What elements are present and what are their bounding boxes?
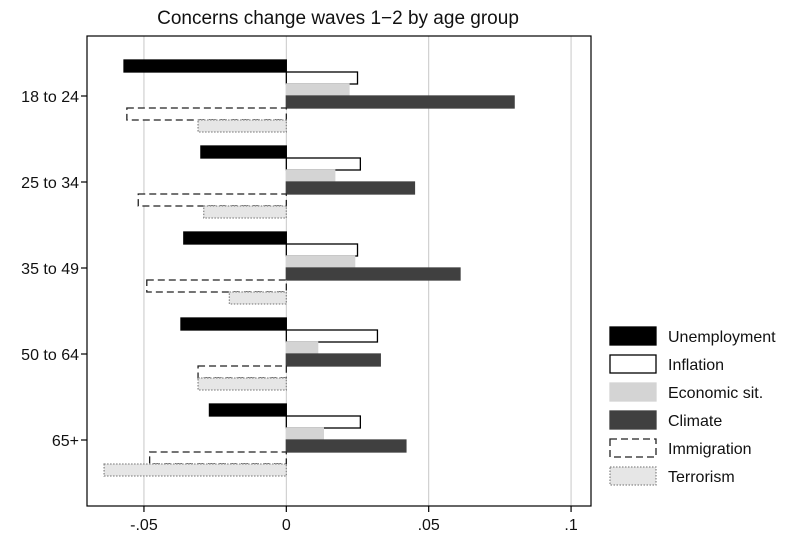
bar-climate — [285, 267, 461, 281]
bar-economic-sit — [285, 341, 319, 355]
bar-terrorism — [103, 463, 287, 477]
bar-unemployment — [180, 317, 287, 331]
x-tick-label: .05 — [418, 517, 440, 534]
legend-label: Unemployment — [668, 329, 776, 346]
bar-economic-sit — [285, 169, 336, 183]
bar-terrorism — [197, 377, 287, 391]
legend-swatch — [609, 354, 657, 374]
legend-label: Terrorism — [668, 469, 735, 486]
bar-group — [123, 59, 515, 133]
plot-frame — [86, 35, 592, 507]
legend-swatch — [609, 466, 657, 486]
bar-terrorism — [197, 119, 287, 133]
bars-layer — [103, 59, 515, 477]
legend-item: Unemployment — [609, 326, 776, 346]
y-tick-label: 50 to 64 — [21, 347, 79, 364]
bar-inflation — [285, 71, 359, 85]
bar-inflation — [285, 243, 359, 257]
legend-item: Climate — [609, 410, 722, 430]
x-axis: -.05 0 .05 .1 — [130, 506, 578, 534]
bar-economic-sit — [285, 427, 324, 441]
x-tick-label: .1 — [564, 517, 577, 534]
legend-swatch — [609, 410, 657, 430]
bar-unemployment — [200, 145, 287, 159]
bar-climate — [285, 353, 381, 367]
legend-swatch — [609, 438, 657, 458]
bar-climate — [285, 181, 416, 195]
bar-climate — [285, 95, 515, 109]
bar-immigration — [148, 451, 287, 465]
y-tick-label: 18 to 24 — [21, 89, 79, 106]
y-tick-label: 65+ — [52, 433, 79, 450]
legend-item: Economic sit. — [609, 382, 763, 402]
legend-swatch — [609, 382, 657, 402]
legend-label: Inflation — [668, 357, 724, 374]
x-tick-label: 0 — [282, 517, 291, 534]
bar-immigration — [126, 107, 287, 121]
legend-label: Climate — [668, 413, 722, 430]
legend-swatch — [609, 326, 657, 346]
bar-group — [137, 145, 416, 219]
bar-terrorism — [228, 291, 287, 305]
bar-terrorism — [203, 205, 287, 219]
bar-unemployment — [208, 403, 287, 417]
y-axis: 18 to 24 25 to 34 35 to 49 50 to 64 65+ — [21, 89, 87, 450]
bar-climate — [285, 439, 407, 453]
bar-unemployment — [183, 231, 287, 245]
x-tick-label: -.05 — [130, 517, 158, 534]
bar-economic-sit — [285, 83, 350, 97]
legend-label: Immigration — [668, 441, 752, 458]
legend-item: Inflation — [609, 354, 724, 374]
bar-immigration — [146, 279, 287, 293]
bar-inflation — [285, 415, 362, 429]
y-tick-label: 35 to 49 — [21, 261, 79, 278]
bar-inflation — [285, 157, 362, 171]
bar-unemployment — [123, 59, 287, 73]
legend-item: Immigration — [609, 438, 752, 458]
bar-group — [180, 317, 381, 391]
bar-economic-sit — [285, 255, 356, 269]
bar-immigration — [197, 365, 287, 379]
bar-group — [146, 231, 461, 305]
legend: Unemployment Inflation Economic sit. Climat… — [609, 326, 776, 486]
legend-item: Terrorism — [609, 466, 735, 486]
bar-immigration — [137, 193, 287, 207]
bar-inflation — [285, 329, 379, 343]
y-tick-label: 25 to 34 — [21, 175, 79, 192]
legend-label: Economic sit. — [668, 385, 763, 402]
bar-group — [103, 403, 407, 477]
chart-title: Concerns change waves 1−2 by age group — [157, 8, 519, 29]
